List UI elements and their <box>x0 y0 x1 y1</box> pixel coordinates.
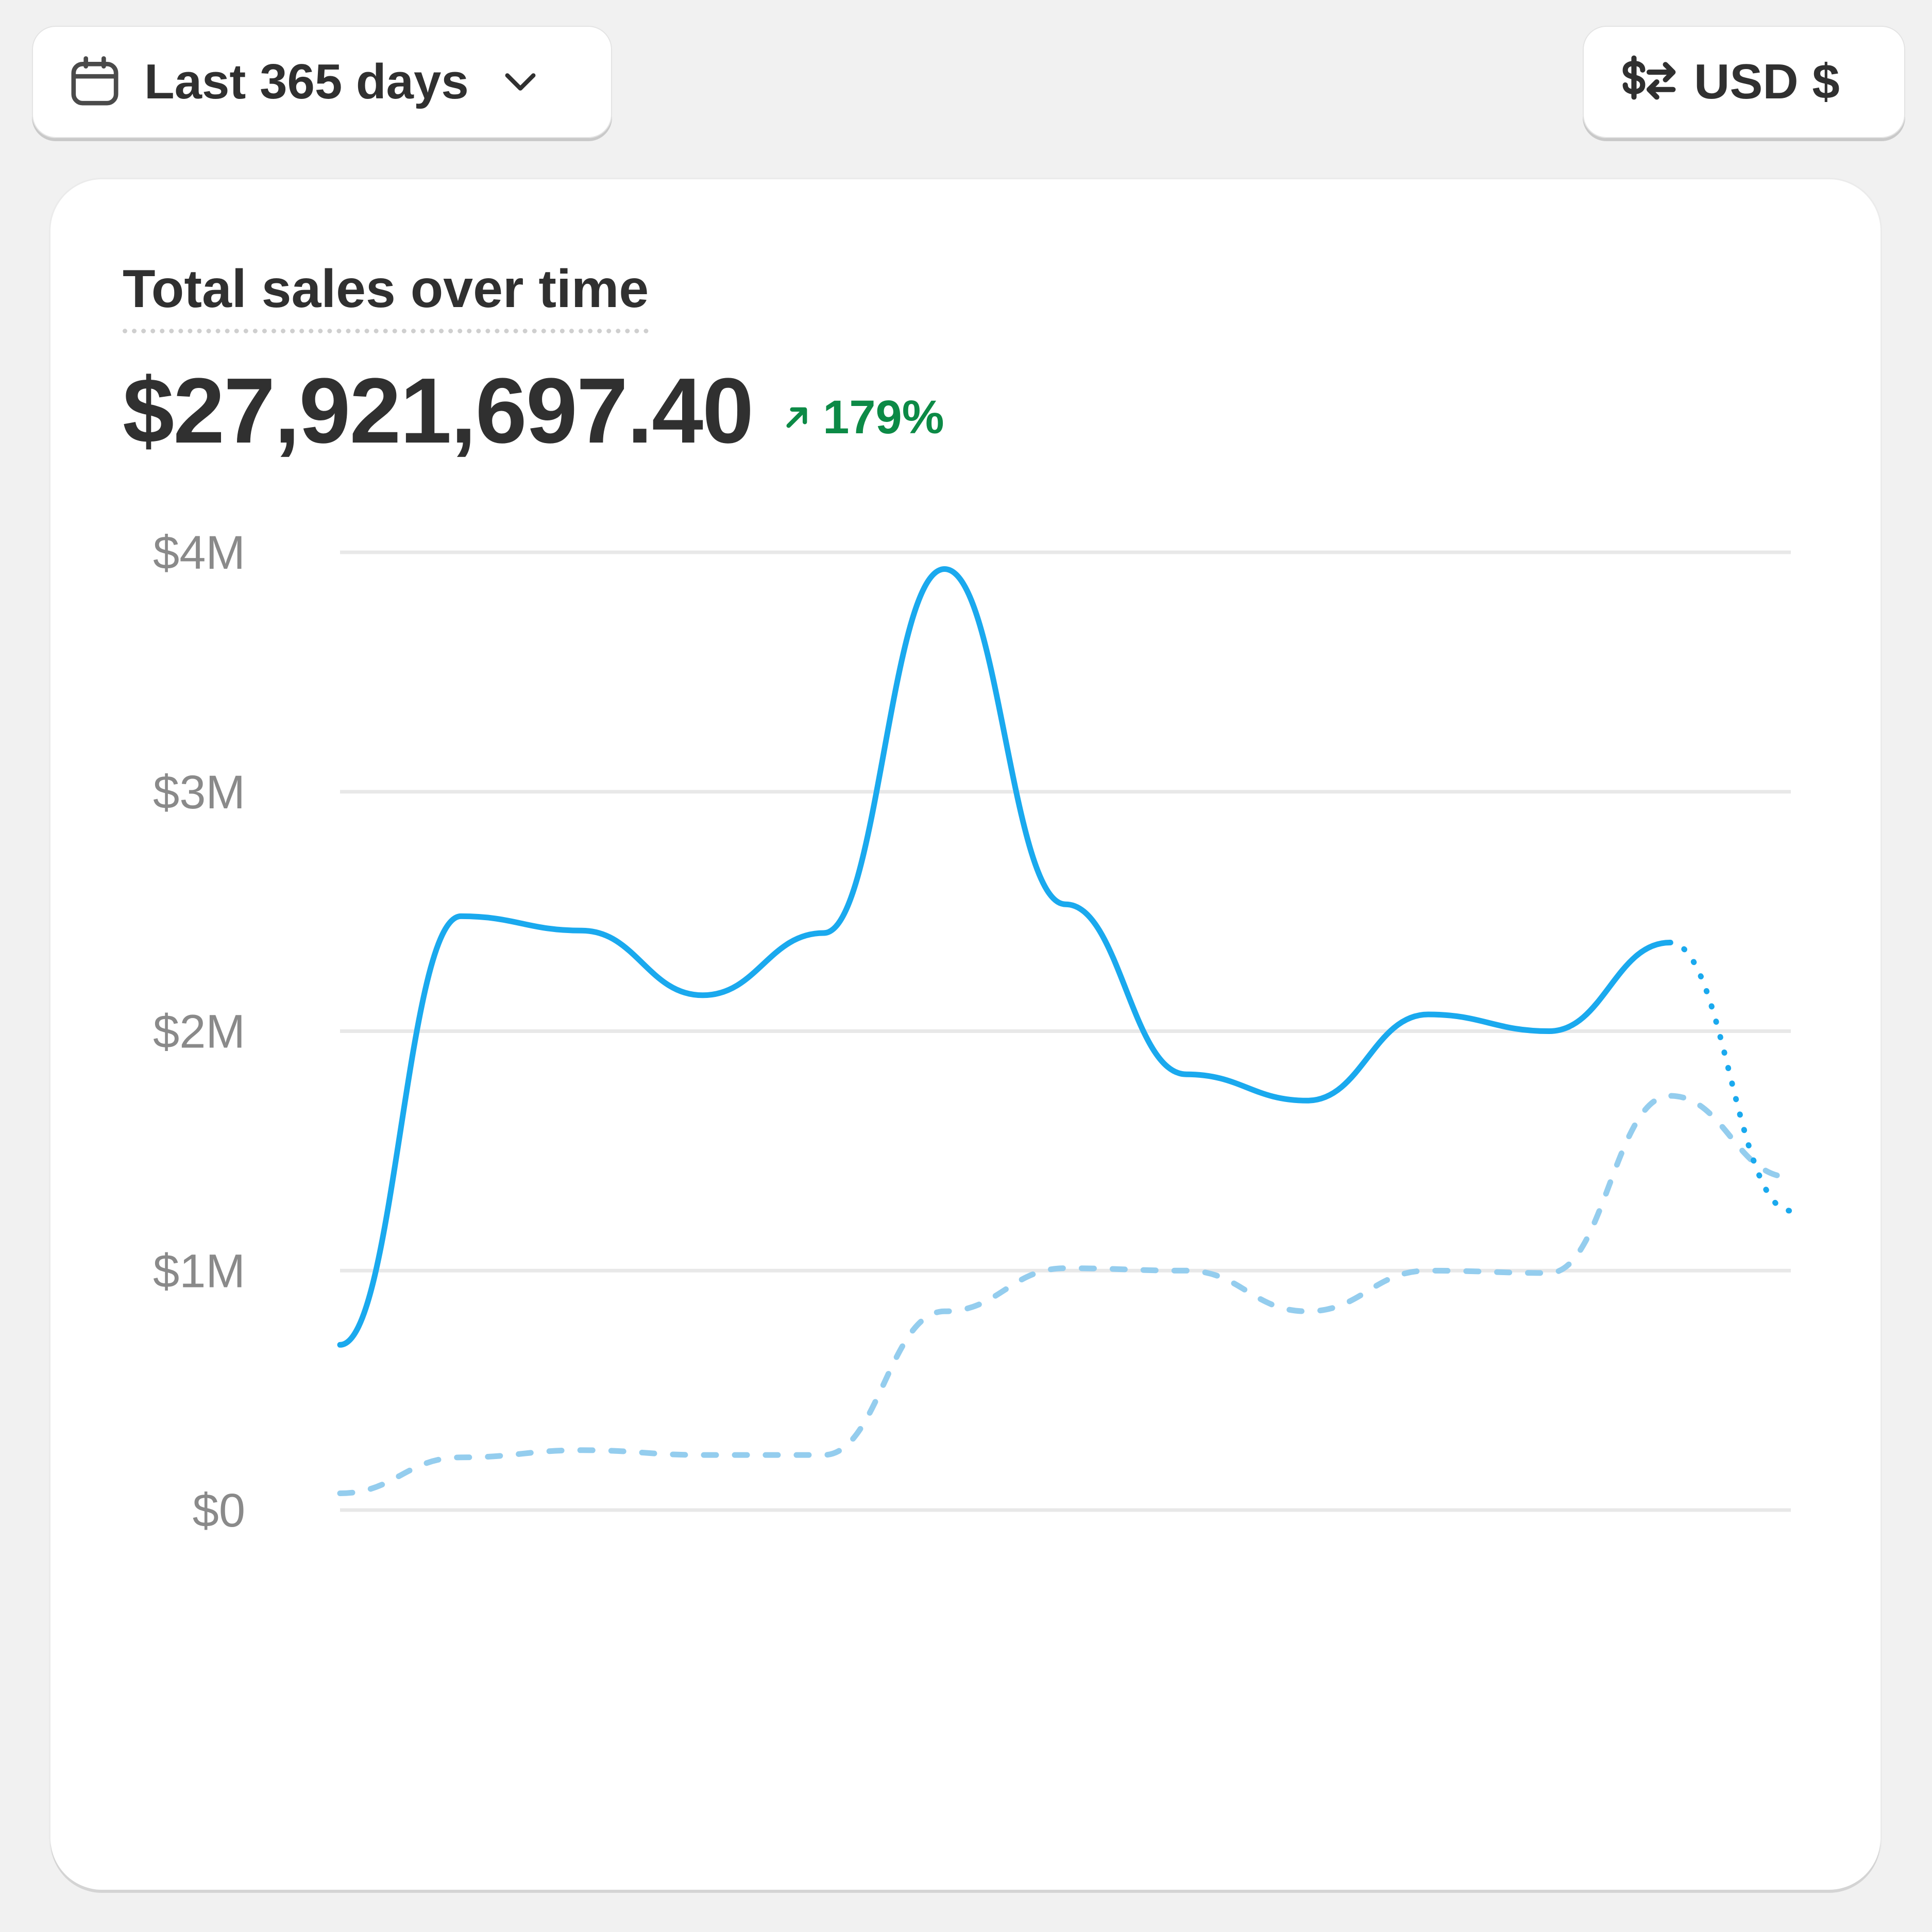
date-range-button[interactable]: Last 365 days <box>32 26 612 138</box>
chart-series <box>337 566 1794 1496</box>
y-tick-label: $4M <box>153 527 245 579</box>
currency-label: USD $ <box>1694 54 1840 109</box>
total-sales-card: Total sales over time $27,921,697.40 179… <box>50 179 1880 1890</box>
y-tick-label: $2M <box>153 1006 245 1058</box>
current-period-projected-line <box>1667 940 1794 1214</box>
currency-button[interactable]: USD $ <box>1583 26 1905 138</box>
y-tick-label: $1M <box>153 1245 245 1297</box>
previous-period-line <box>337 1093 1794 1496</box>
y-tick-label: $3M <box>153 766 245 819</box>
total-sales-value: $27,921,697.40 <box>123 359 754 463</box>
card-title[interactable]: Total sales over time <box>123 260 649 334</box>
change-badge: 179% <box>783 391 944 445</box>
current-period-line <box>337 566 1673 1348</box>
chart-gridlines <box>340 550 1791 1512</box>
change-percent: 179% <box>823 391 944 444</box>
arrow-up-right-icon <box>786 407 807 428</box>
y-tick-label: $0 <box>193 1484 245 1537</box>
calendar-icon <box>71 56 118 106</box>
chart-y-axis: $0 $1M $2M $3M $4M <box>153 527 245 1537</box>
total-sales-metric: $27,921,697.40 179% <box>123 365 944 457</box>
currency-exchange-icon <box>1622 55 1676 100</box>
chevron-down-icon <box>505 73 536 91</box>
sales-line-chart: $0 $1M $2M $3M $4M <box>153 527 1794 1537</box>
date-range-label: Last 365 days <box>144 54 469 109</box>
